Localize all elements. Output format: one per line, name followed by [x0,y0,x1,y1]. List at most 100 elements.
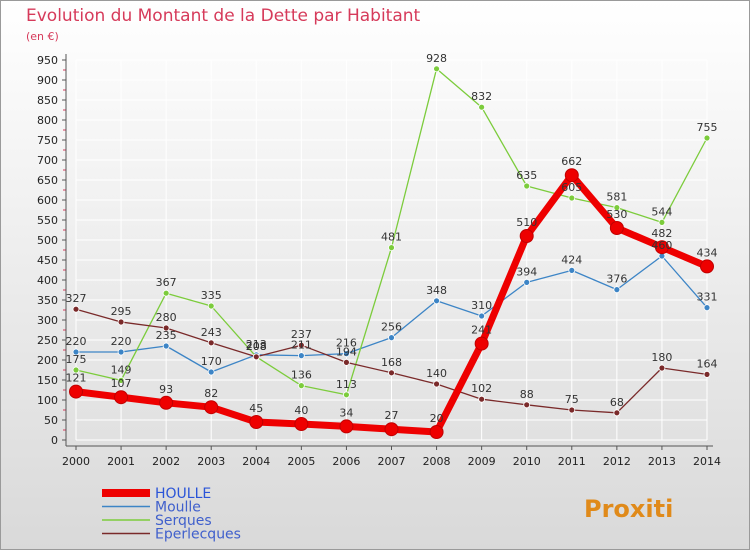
data-label-houlle: 40 [294,404,308,417]
data-point-eperlecques [297,341,305,349]
data-point-houlle [339,419,354,434]
data-label-moulle: 220 [66,335,87,348]
legend-label-houlle: HOULLE [155,486,211,502]
x-tick-label: 2012 [603,455,631,468]
chart-title: Evolution du Montant de la Dette par Hab… [26,6,421,26]
data-point-houlle [204,400,219,415]
data-point-houlle [654,240,669,255]
data-label-moulle: 348 [426,284,447,297]
data-point-eperlecques [117,318,125,326]
data-point-eperlecques [478,395,486,403]
data-label-moulle: 235 [156,329,177,342]
data-label-serques: 113 [336,378,357,391]
data-label-moulle: 424 [561,253,582,266]
y-tick-label: 500 [37,234,58,247]
data-label-serques: 208 [246,340,267,353]
data-label-eperlecques: 194 [336,345,357,358]
data-label-serques: 335 [201,289,222,302]
x-tick-label: 2009 [468,455,496,468]
data-point-serques [613,204,621,212]
data-point-moulle [297,352,305,360]
y-tick-label: 950 [37,54,58,67]
y-tick-label: 50 [44,414,58,427]
data-label-moulle: 394 [516,265,537,278]
data-label-serques: 928 [426,52,447,65]
data-point-houlle [114,390,129,405]
data-label-moulle: 211 [291,339,312,352]
data-point-houlle [294,417,309,431]
data-label-eperlecques: 68 [610,396,624,409]
data-point-serques [388,244,395,252]
data-point-serques [207,302,215,310]
data-point-eperlecques [433,380,440,388]
data-point-moulle [523,278,531,286]
data-point-eperlecques [568,406,576,414]
axes: 0 50 100 150 200 250 300 350 400 450 500 550 600 650 7… [37,54,721,468]
data-label-moulle: 216 [336,337,357,350]
data-point-serques [343,391,350,399]
y-tick-label: 650 [37,174,58,187]
data-point-serques [297,382,305,390]
data-point-serques [433,65,440,73]
data-label-houlle: 662 [561,155,582,168]
x-tick-label: 2011 [558,455,586,468]
data-label-houlle: 20 [430,412,444,425]
data-label-houlle: 510 [516,216,537,229]
data-label-eperlecques: 180 [651,351,672,364]
data-point-houlle [249,415,264,429]
y-tick-label: 150 [37,374,58,387]
y-tick-label: 350 [37,294,58,307]
data-label-houlle: 93 [159,383,173,396]
data-label-houlle: 45 [249,402,263,415]
data-point-serques [703,134,711,142]
data-label-moulle: 256 [381,321,402,334]
data-point-moulle [207,368,215,376]
data-label-houlle: 27 [385,409,399,422]
data-label-eperlecques: 140 [426,367,447,380]
data-point-moulle [72,348,80,356]
data-point-moulle [613,286,621,294]
data-label-moulle: 170 [201,355,222,368]
data-label-eperlecques: 280 [156,311,177,324]
y-tick-label: 100 [37,394,58,407]
data-point-moulle [388,334,395,342]
data-label-houlle: 530 [606,208,627,221]
data-label-eperlecques: 88 [520,388,534,401]
legend-label-eperlecques: Eperlecques [155,527,241,543]
data-label-eperlecques: 237 [291,328,312,341]
data-label-serques: 581 [606,191,627,204]
data-label-moulle: 376 [606,273,627,286]
data-label-serques: 605 [561,181,582,194]
data-point-eperlecques [162,324,170,332]
y-tick-label: 700 [37,154,58,167]
x-tick-label: 2001 [107,455,135,468]
data-point-eperlecques [252,353,260,361]
data-point-moulle [568,266,576,274]
data-point-serques [72,366,80,374]
data-point-serques [117,376,125,384]
data-point-serques [523,182,531,190]
data-point-houlle [474,336,489,351]
data-label-moulle: 213 [246,338,267,351]
x-tick-label: 2003 [197,455,225,468]
logo-text: Proxiti [584,495,673,523]
data-point-eperlecques [613,409,621,417]
data-label-eperlecques: 102 [471,382,492,395]
y-tick-label: 800 [37,114,58,127]
data-point-eperlecques [658,364,666,372]
y-tick-label: 550 [37,214,58,227]
data-label-serques: 544 [651,205,672,218]
data-point-serques [568,194,576,202]
data-label-serques: 481 [381,231,402,244]
data-label-eperlecques: 168 [381,356,402,369]
data-label-serques: 136 [291,369,312,382]
data-label-eperlecques: 327 [66,292,87,305]
x-tick-label: 2008 [423,455,451,468]
x-tick-label: 2007 [378,455,406,468]
y-tick-label: 600 [37,194,58,207]
data-label-houlle: 107 [111,377,132,390]
data-point-serques [658,218,666,226]
